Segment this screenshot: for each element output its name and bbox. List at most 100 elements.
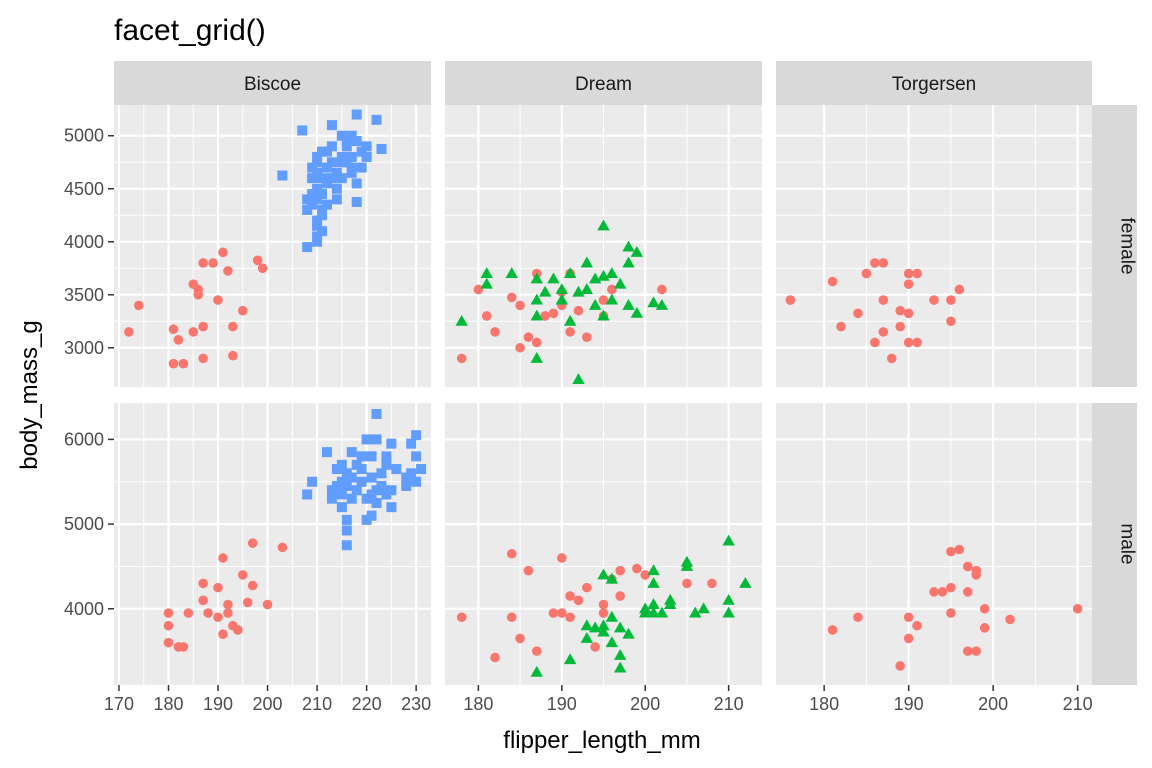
x-tick-label: 210 xyxy=(302,694,332,714)
data-point xyxy=(218,553,228,563)
data-point xyxy=(312,220,323,231)
data-point xyxy=(895,305,906,316)
data-point xyxy=(929,295,939,305)
data-point xyxy=(341,136,352,147)
data-point xyxy=(321,146,332,157)
data-point xyxy=(739,576,752,588)
column-strip xyxy=(445,61,762,105)
data-point xyxy=(647,296,660,308)
data-point xyxy=(336,130,347,141)
data-point xyxy=(481,311,492,321)
data-point xyxy=(341,525,352,536)
data-point xyxy=(124,327,134,337)
data-point xyxy=(962,561,973,572)
y-tick-label: 4000 xyxy=(64,599,104,619)
data-point xyxy=(555,293,568,305)
data-point xyxy=(366,472,377,483)
row-strip xyxy=(1092,105,1137,387)
data-point xyxy=(361,141,372,152)
data-point xyxy=(386,438,397,449)
x-tick-label: 210 xyxy=(1063,694,1093,714)
data-point xyxy=(1005,614,1015,625)
data-point xyxy=(540,311,550,321)
data-point xyxy=(515,633,525,644)
column-strip xyxy=(776,61,1092,105)
data-point xyxy=(321,178,332,189)
data-point xyxy=(346,447,357,458)
data-point xyxy=(490,327,500,337)
data-point xyxy=(376,480,387,491)
data-point xyxy=(203,608,213,618)
y-tick-label: 3500 xyxy=(64,285,104,305)
data-point xyxy=(613,277,627,289)
data-point xyxy=(655,606,669,618)
data-point xyxy=(237,570,248,580)
x-tick-label: 210 xyxy=(714,694,744,714)
data-point xyxy=(647,564,660,576)
data-point xyxy=(346,130,357,141)
data-point xyxy=(538,285,552,297)
data-point xyxy=(223,266,233,276)
data-point xyxy=(582,582,592,593)
data-point xyxy=(341,480,352,491)
data-point xyxy=(356,162,367,173)
data-point xyxy=(361,151,372,162)
data-point xyxy=(506,548,517,559)
data-point xyxy=(531,337,542,348)
data-point xyxy=(556,553,567,563)
data-point xyxy=(213,612,223,623)
row-strip-label: female xyxy=(1117,217,1138,274)
data-point xyxy=(163,608,174,618)
data-point xyxy=(277,542,288,553)
data-point xyxy=(530,309,543,321)
data-point xyxy=(912,268,922,279)
data-point xyxy=(297,125,308,136)
data-point xyxy=(622,627,635,639)
data-point xyxy=(580,619,594,631)
data-point xyxy=(198,353,208,364)
data-point xyxy=(317,173,328,184)
data-point xyxy=(252,255,263,266)
data-point xyxy=(722,534,735,546)
data-point xyxy=(979,603,990,614)
data-point xyxy=(326,141,337,152)
data-point xyxy=(853,612,863,623)
data-point xyxy=(722,593,735,605)
data-point xyxy=(341,157,352,168)
data-point xyxy=(530,293,543,305)
data-point xyxy=(861,268,872,279)
data-point xyxy=(346,493,357,504)
data-point xyxy=(193,289,204,300)
row-strip xyxy=(1092,403,1137,685)
data-point xyxy=(827,625,838,635)
data-point xyxy=(356,476,367,487)
facet-panel xyxy=(445,403,762,685)
data-point xyxy=(632,563,642,574)
data-point xyxy=(356,146,367,157)
data-point xyxy=(317,226,328,237)
data-point xyxy=(480,277,493,289)
data-point xyxy=(371,114,382,125)
x-tick-label: 220 xyxy=(352,694,382,714)
data-point xyxy=(401,480,412,491)
data-point xyxy=(213,295,223,305)
data-point xyxy=(312,151,323,162)
data-point xyxy=(336,502,347,513)
point-series-adelie xyxy=(163,538,288,652)
data-point xyxy=(386,502,397,513)
data-point xyxy=(223,608,233,618)
data-point xyxy=(321,199,332,210)
data-point xyxy=(605,267,619,279)
data-point xyxy=(580,256,594,268)
data-point xyxy=(548,608,559,618)
data-point xyxy=(954,544,965,555)
data-point xyxy=(237,305,248,316)
data-point xyxy=(331,183,342,194)
data-point xyxy=(598,599,609,610)
data-point xyxy=(307,189,318,200)
data-point xyxy=(163,637,174,648)
data-point xyxy=(523,565,534,576)
data-point xyxy=(356,464,367,475)
data-point xyxy=(613,621,627,633)
data-point xyxy=(870,337,880,348)
